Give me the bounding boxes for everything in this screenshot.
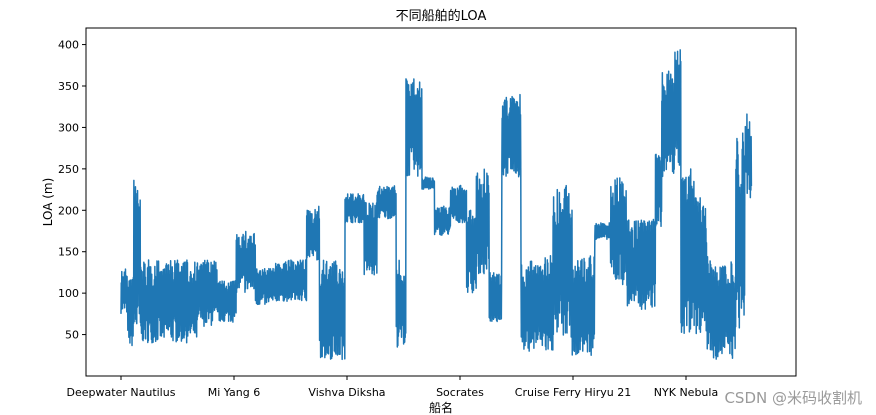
y-tick-label: 350: [58, 80, 79, 93]
y-tick-label: 200: [58, 204, 79, 217]
x-tick-label: Deepwater Nautilus: [67, 386, 176, 399]
x-tick-label: Cruise Ferry Hiryu 21: [515, 386, 631, 399]
x-axis-label: 船名: [429, 400, 453, 415]
x-tick-label: Mi Yang 6: [208, 386, 260, 399]
y-axis-label: LOA (m): [41, 178, 55, 227]
y-axis-ticks: 50 100 150 200 250 300 350 400: [58, 39, 86, 342]
x-tick-label: Socrates: [436, 386, 484, 399]
y-tick-label: 100: [58, 287, 79, 300]
y-tick-label: 300: [58, 121, 79, 134]
y-tick-label: 250: [58, 163, 79, 176]
y-tick-label: 150: [58, 246, 79, 259]
watermark: CSDN @米码收割机: [724, 389, 862, 407]
x-tick-label: Vishva Diksha: [308, 386, 385, 399]
chart-title: 不同船舶的LOA: [396, 8, 487, 24]
y-tick-label: 400: [58, 39, 79, 52]
y-tick-label: 50: [65, 329, 79, 342]
x-axis-ticks: Deepwater Nautilus Mi Yang 6 Vishva Diksha…: [67, 376, 718, 399]
plot-frame: [85, 27, 797, 377]
x-tick-label: NYK Nebula: [654, 386, 718, 399]
series-layer: [120, 49, 753, 361]
loa-series-line: [120, 49, 753, 361]
